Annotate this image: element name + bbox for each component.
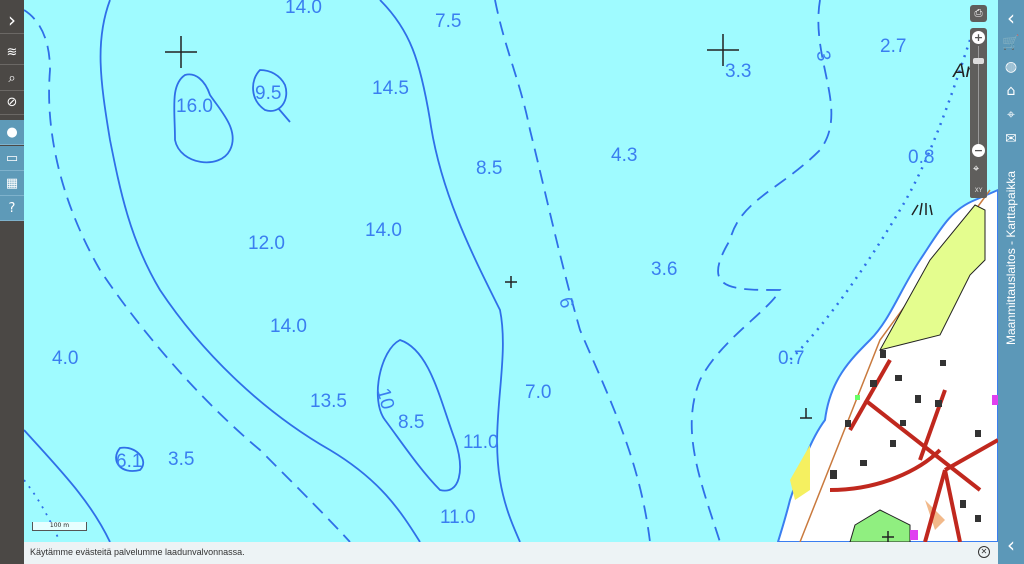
depth-label: 7.0 xyxy=(525,382,552,403)
xy-button[interactable]: XY xyxy=(970,184,987,198)
depth-label: 7.5 xyxy=(435,11,462,32)
depth-label: 4.3 xyxy=(611,145,638,166)
depth-label: 3.5 xyxy=(168,449,195,470)
depth-label: 12.0 xyxy=(248,233,285,254)
depth-contour xyxy=(494,0,651,543)
depth-label: 11.0 xyxy=(440,507,476,528)
right-toolbar: ‹ 🛒 ◍ ⌂ ⌖ ✉ ‹ xyxy=(998,0,1024,564)
depth-contour xyxy=(690,0,833,543)
chevron-right-icon[interactable]: › xyxy=(0,6,24,34)
cart-icon[interactable]: 🛒 xyxy=(1002,35,1020,51)
zoom-out-button[interactable]: − xyxy=(972,144,985,157)
field-area xyxy=(879,204,986,351)
map-symbols xyxy=(165,34,933,542)
shoal-contour xyxy=(115,446,145,472)
depth-label: 16.0 xyxy=(176,96,213,117)
depth-contour xyxy=(23,479,61,543)
depth-label: 0.7 xyxy=(778,348,805,369)
orchard-area xyxy=(925,500,945,530)
depth-label: 14.0 xyxy=(270,316,307,337)
location-pin-icon[interactable]: ● xyxy=(0,120,24,145)
depth-label: 3.6 xyxy=(651,259,678,280)
depth-label: 4.0 xyxy=(52,348,79,369)
measure-line-icon[interactable]: ▭ xyxy=(0,146,24,171)
depth-label: 2.7 xyxy=(880,36,907,57)
scale-bar: 100 m xyxy=(32,522,87,531)
depth-label: 13.5 xyxy=(310,391,347,412)
shoal-contour xyxy=(173,73,234,164)
printer-icon[interactable]: ⎙ xyxy=(970,5,987,22)
close-circle-icon[interactable]: ✕ xyxy=(978,546,990,558)
depth-contour xyxy=(379,0,521,543)
depth-contour xyxy=(23,429,111,543)
depth-contour xyxy=(23,9,351,543)
home-icon[interactable]: ⌂ xyxy=(1006,83,1016,99)
cookie-notice: Käytämme evästeitä palvelumme laadunvalv… xyxy=(24,542,998,564)
left-toolbar: › ≋ ⌕ ⊘ ● ▭ ▦? xyxy=(0,0,24,564)
crosshair-icon[interactable]: ⌖ xyxy=(973,162,980,175)
depth-label: 14.0 xyxy=(365,220,402,241)
map-pin-icon[interactable]: ⌖ xyxy=(1007,107,1015,123)
help-icon[interactable]: ? xyxy=(0,196,24,221)
depth-label: 3.3 xyxy=(725,61,752,82)
layers-icon[interactable]: ≋ xyxy=(0,40,24,65)
app-title: Maanmittauslaitos - Karttapaikka xyxy=(1004,170,1018,345)
zoom-handle[interactable] xyxy=(973,58,984,64)
roads xyxy=(829,359,999,543)
hide-icon[interactable]: ⊘ xyxy=(0,90,24,115)
depth-contour xyxy=(789,39,972,361)
zoom-in-button[interactable]: + xyxy=(972,31,985,44)
globe-icon[interactable]: ◍ xyxy=(1004,59,1018,75)
depth-label: 0.8 xyxy=(908,147,935,168)
depth-label: 8.5 xyxy=(476,158,503,179)
zoom-slider[interactable]: + − ⌖ xyxy=(970,28,987,198)
depth-label: 14.5 xyxy=(372,78,409,99)
cookie-text: Käytämme evästeitä palvelumme laadunvalv… xyxy=(30,547,245,557)
depth-contour xyxy=(99,0,421,543)
depth-label: 9.5 xyxy=(255,83,282,104)
sand-area xyxy=(790,445,810,500)
depth-label: 6.1 xyxy=(116,451,143,472)
depth-label: 14.0 xyxy=(285,0,322,18)
chevron-left-icon[interactable]: ‹ xyxy=(1007,533,1015,557)
mail-icon[interactable]: ✉ xyxy=(1005,131,1017,147)
shoal-contour xyxy=(376,339,461,492)
depth-label: 8.5 xyxy=(398,412,425,433)
measure-area-icon[interactable]: ▦ xyxy=(0,171,24,196)
shoal-contour xyxy=(252,69,291,123)
depth-label: 11.0 xyxy=(463,432,499,453)
chevron-left-icon[interactable]: ‹ xyxy=(1007,6,1015,30)
search-icon[interactable]: ⌕ xyxy=(0,66,24,91)
buildings xyxy=(830,350,998,540)
